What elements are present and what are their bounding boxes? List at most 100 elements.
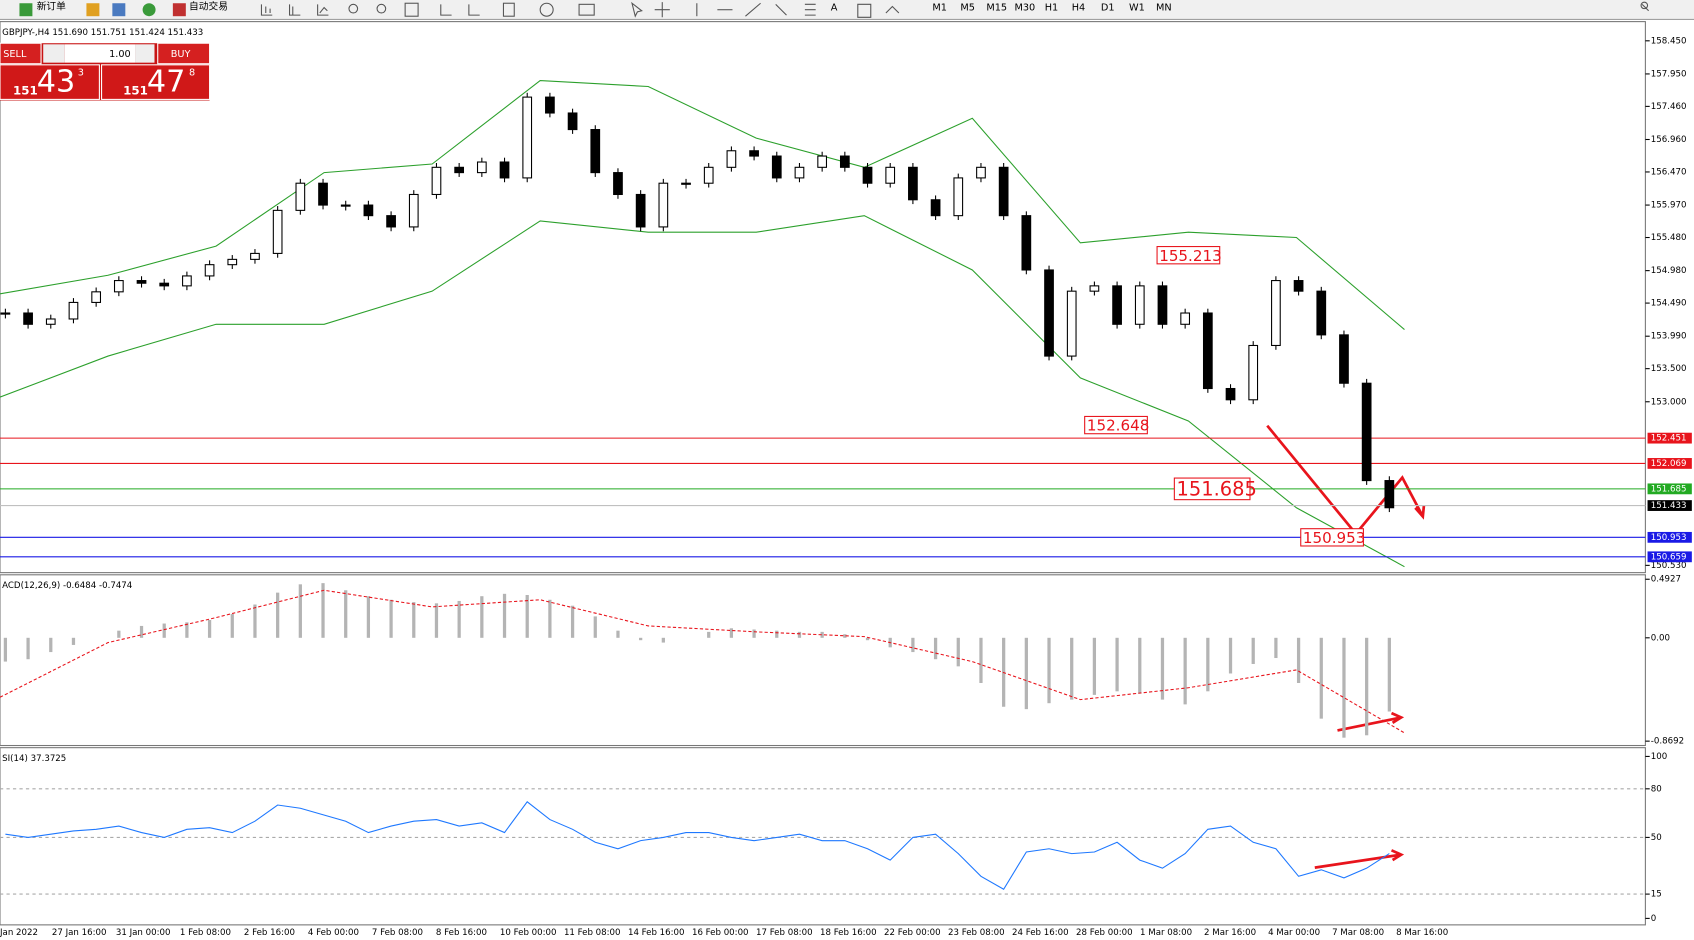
- timeframe-button[interactable]: M1: [932, 3, 947, 14]
- lots-value[interactable]: 1.00: [109, 49, 131, 60]
- new-order-icon[interactable]: [19, 3, 33, 17]
- current-price-label: 151.433: [1651, 501, 1687, 511]
- candle: [1180, 312, 1191, 325]
- macd-bar: [1092, 637, 1097, 695]
- macd-bar: [911, 637, 915, 653]
- sell-big-figure[interactable]: 151: [13, 83, 38, 97]
- lots-down[interactable]: [43, 44, 65, 63]
- candle: [476, 161, 487, 174]
- candle: [681, 182, 691, 185]
- macd-bar: [1160, 637, 1165, 700]
- candle: [1112, 285, 1122, 325]
- timeframe-button[interactable]: M5: [960, 3, 975, 14]
- macd-bar: [729, 628, 734, 638]
- macd-bar: [139, 625, 144, 638]
- x-tick-label: 4 Feb 00:00: [308, 928, 359, 938]
- price-annotation: 151.685: [1177, 477, 1257, 500]
- text-tool[interactable]: A: [831, 3, 838, 14]
- buy-fraction[interactable]: 8: [189, 67, 195, 78]
- macd-bar: [1228, 637, 1233, 674]
- candle: [885, 166, 896, 184]
- macd-bar: [979, 637, 983, 683]
- sell-pips[interactable]: 43: [37, 65, 75, 100]
- macd-bar: [3, 637, 8, 662]
- buy-big-figure[interactable]: 151: [123, 83, 148, 97]
- rsi-panel: [0, 747, 1646, 926]
- tool-icon[interactable]: [86, 3, 100, 17]
- price-level-badge: [1647, 551, 1692, 563]
- candle: [1134, 285, 1145, 325]
- x-tick-label: 17 Feb 08:00: [756, 928, 813, 938]
- candle: [386, 215, 396, 228]
- macd-bar: [1296, 637, 1301, 683]
- y-tick-label: 154.980: [1651, 266, 1687, 276]
- buy-pips[interactable]: 47: [147, 65, 185, 100]
- lots-up[interactable]: [135, 44, 155, 63]
- timeframe-button[interactable]: D1: [1101, 3, 1115, 14]
- candle: [930, 199, 941, 217]
- price-annotation-box: [1156, 246, 1221, 265]
- new-order-button[interactable]: 新订单: [37, 0, 66, 12]
- timeframe-button[interactable]: M30: [1014, 3, 1035, 14]
- candle: [272, 209, 283, 254]
- x-tick-label: 18 Feb 16:00: [820, 928, 877, 938]
- candle: [68, 301, 79, 320]
- x-tick-label: 7 Feb 08:00: [372, 928, 423, 938]
- tool-icon[interactable]: [112, 3, 126, 17]
- buy-label[interactable]: BUY: [171, 49, 191, 60]
- auto-trading-icon[interactable]: [172, 3, 186, 17]
- sell-label[interactable]: SELL: [3, 49, 27, 60]
- candle: [1021, 215, 1032, 271]
- current-price-badge: [1647, 500, 1692, 511]
- macd-bar: [843, 634, 847, 638]
- lots-input[interactable]: [64, 44, 136, 63]
- price-annotation-box: [1084, 415, 1148, 435]
- candle: [862, 166, 873, 184]
- tool-icon[interactable]: [142, 3, 156, 17]
- macd-bar: [298, 584, 302, 638]
- price-level-label: 150.953: [1651, 533, 1687, 543]
- x-tick-label: 22 Feb 00:00: [884, 928, 941, 938]
- y-tick-label: 50: [1651, 833, 1662, 843]
- sell-fraction[interactable]: 3: [78, 67, 84, 78]
- macd-bar: [253, 604, 257, 638]
- x-tick-label: 10 Feb 00:00: [500, 928, 557, 938]
- candle: [1361, 382, 1372, 482]
- candle: [953, 177, 964, 217]
- auto-trading-button[interactable]: 自动交易: [189, 0, 228, 12]
- sell-button[interactable]: [0, 42, 42, 65]
- buy-button[interactable]: [157, 42, 211, 65]
- macd-bar: [1342, 637, 1346, 738]
- candle: [839, 155, 850, 168]
- candle: [658, 182, 669, 228]
- timeframe-button[interactable]: H4: [1072, 3, 1085, 14]
- timeframe-button[interactable]: M15: [986, 3, 1007, 14]
- y-tick-label: 153.990: [1651, 332, 1687, 342]
- macd-bar: [480, 596, 484, 638]
- sell-price-box[interactable]: [0, 64, 100, 100]
- macd-bar: [1274, 637, 1278, 659]
- x-tick-label: 27 Jan 16:00: [52, 928, 107, 938]
- x-tick-label: 31 Jan 00:00: [116, 928, 171, 938]
- macd-bar: [344, 590, 348, 638]
- macd-bar: [321, 583, 325, 638]
- macd-bar: [117, 630, 121, 638]
- y-tick-label: 0.00: [1651, 633, 1670, 643]
- price-annotation: 150.953: [1303, 529, 1365, 547]
- timeframe-button[interactable]: H1: [1045, 3, 1058, 14]
- y-tick-label: 156.960: [1651, 135, 1687, 145]
- timeframe-button[interactable]: W1: [1129, 3, 1145, 14]
- x-tick-label: 1 Mar 08:00: [1140, 928, 1192, 938]
- toolbar-icons[interactable]: [260, 1, 1650, 18]
- macd-bar: [548, 599, 552, 638]
- macd-bar: [207, 619, 212, 638]
- y-tick-label: 80: [1651, 784, 1662, 794]
- buy-price-box[interactable]: [101, 64, 211, 100]
- macd-bar: [1138, 637, 1142, 694]
- candle: [408, 193, 419, 228]
- timeframe-button[interactable]: MN: [1156, 3, 1172, 14]
- macd-bar: [1024, 637, 1028, 710]
- candle: [1044, 269, 1054, 357]
- macd-bar: [185, 622, 189, 638]
